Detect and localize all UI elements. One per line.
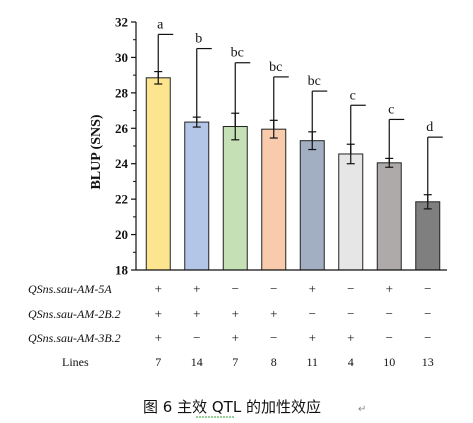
- table-row-label: QSns.sau-AM-3B.2: [28, 331, 121, 345]
- table-cell: −: [424, 330, 431, 345]
- table-cell: −: [270, 281, 277, 296]
- bars: a b bc bc bc c c d: [145, 17, 443, 271]
- table-cell: −: [347, 281, 354, 296]
- lines-count: 7: [155, 355, 161, 369]
- lines-count: 8: [271, 355, 277, 369]
- bar: [222, 126, 248, 271]
- table-row-label: QSns.sau-AM-5A: [28, 282, 112, 296]
- table-cell: −: [424, 281, 431, 296]
- table-cell: +: [155, 330, 162, 345]
- table-cell: −: [347, 306, 354, 321]
- table-cell: +: [155, 306, 162, 321]
- table-cell: −: [424, 306, 431, 321]
- bar: [184, 121, 210, 271]
- significance-letter: a: [157, 17, 164, 32]
- lines-label: Lines: [62, 355, 89, 369]
- y-tick-label: 28: [115, 85, 129, 100]
- table-cell: −: [232, 281, 239, 296]
- y-tick-label: 20: [115, 227, 128, 242]
- y-tick-label: 18: [115, 263, 129, 278]
- significance-letter: d: [426, 120, 433, 135]
- paragraph-mark-icon: ↵: [358, 404, 366, 415]
- bar: [338, 153, 364, 271]
- y-tick-label: 26: [115, 121, 129, 136]
- bar: [415, 201, 441, 271]
- table-cell: +: [309, 281, 316, 296]
- significance-letter: c: [388, 102, 394, 117]
- significance-letter: bc: [308, 74, 321, 89]
- bar: [299, 140, 325, 271]
- table-cell: −: [193, 330, 200, 345]
- table-cell: +: [193, 306, 200, 321]
- table-cell: +: [155, 281, 162, 296]
- significance-letter: bc: [269, 60, 282, 75]
- table-cell: −: [386, 330, 393, 345]
- bar: [261, 128, 287, 271]
- y-tick-label: 32: [115, 15, 128, 30]
- table-cell: −: [270, 330, 277, 345]
- table-cell: −: [309, 306, 316, 321]
- table-cell: +: [309, 330, 316, 345]
- significance-letter: bc: [231, 46, 244, 61]
- genotype-table: QSns.sau-AM-5A + + − − + − + − QSns.sau-AM-2B.2 + +…: [28, 281, 434, 369]
- y-tick-label: 30: [115, 50, 128, 65]
- significance-letter: c: [350, 88, 356, 103]
- table-cell: +: [232, 330, 239, 345]
- lines-count: 7: [232, 355, 238, 369]
- bar: [145, 77, 171, 271]
- y-tick-label: 24: [115, 156, 129, 171]
- table-cell: +: [270, 306, 277, 321]
- table-row-label: QSns.sau-AM-2B.2: [28, 307, 121, 321]
- table-cell: −: [386, 306, 393, 321]
- lines-count: 14: [191, 355, 203, 369]
- table-cell: +: [347, 330, 354, 345]
- table-cell: +: [386, 281, 393, 296]
- lines-count: 4: [348, 355, 354, 369]
- lines-count: 11: [306, 355, 318, 369]
- bar: [376, 162, 402, 271]
- table-cell: +: [232, 306, 239, 321]
- y-tick-label: 22: [115, 192, 128, 207]
- y-axis-label: BLUP (SNS): [89, 114, 104, 189]
- figure-caption: 图 6 主效 QTL 的加性效应: [143, 398, 321, 416]
- lines-count: 10: [383, 355, 395, 369]
- significance-letter: b: [195, 32, 202, 47]
- lines-count: 13: [422, 355, 434, 369]
- y-axis: 18 20 22 24 26 28 30 32: [115, 15, 137, 278]
- table-cell: +: [193, 281, 200, 296]
